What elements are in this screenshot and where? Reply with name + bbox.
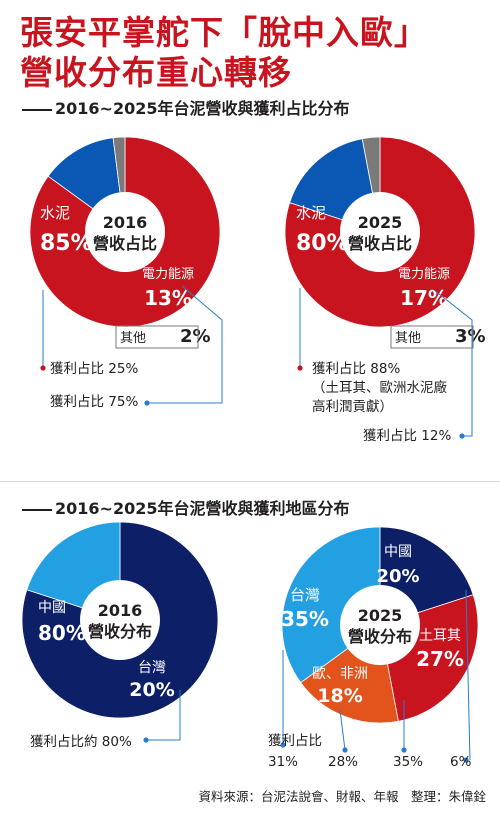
profit-annotation: 28% (328, 754, 358, 770)
leader-line (146, 690, 181, 741)
leader-dot (342, 747, 348, 753)
profit-annotation: 高利潤貢獻） (312, 398, 393, 415)
slice-label: 其他 (395, 331, 421, 346)
donut-hole (340, 192, 420, 272)
other-label-box (115, 325, 199, 349)
center-title-text: 營收分布 (88, 622, 152, 641)
slice-value: 2% (180, 326, 211, 347)
pie-slice (281, 526, 381, 684)
donut-hole (85, 192, 165, 272)
leader-line (433, 289, 473, 437)
section-2-title: 2016~2025年台泥營收與獲利地區分布 (22, 495, 349, 519)
slice-value: 80% (296, 231, 349, 256)
slice-value: 13% (144, 286, 192, 310)
profit-annotation: 獲利占比 (268, 733, 322, 749)
other-label-box (390, 325, 474, 349)
slice-label: 中國 (384, 544, 412, 560)
slice-value: 17% (400, 286, 448, 310)
section-2-title-text: 2016~2025年台泥營收與獲利地區分布 (55, 499, 350, 518)
profit-annotation: 獲利占比 75% (50, 394, 138, 410)
leader-dot (463, 757, 469, 763)
leader-dot (459, 433, 465, 439)
section-divider (0, 481, 500, 482)
leader-dot (40, 365, 46, 371)
slice-value: 18% (317, 685, 362, 707)
center-title-year: 2016 (98, 601, 143, 620)
slice-label: 電力能源 (398, 267, 450, 282)
center-title-year: 2025 (358, 606, 403, 625)
slice-value: 3% (455, 326, 486, 347)
leader-dot (144, 400, 150, 406)
slice-value: 85% (40, 231, 93, 256)
profit-annotation: 獲利占比 25% (50, 361, 138, 377)
leader-dot (401, 747, 407, 753)
profit-annotation: 獲利占比 88% (312, 361, 400, 377)
donut-hole (80, 580, 160, 660)
slice-label: 其他 (120, 331, 146, 346)
slice-label: 土耳其 (419, 628, 461, 644)
leader-line (465, 589, 471, 761)
leader-line (339, 709, 346, 751)
slice-label: 台灣 (290, 586, 320, 604)
leader-dot (143, 737, 149, 743)
profit-annotation: （土耳其、歐洲水泥廠 (312, 379, 447, 396)
slice-value: 80% (38, 621, 86, 645)
section-1-title: 2016~2025年台泥營收與獲利占比分布 (22, 95, 349, 119)
profit-annotation: 6% (450, 754, 472, 770)
leader-dot (297, 365, 303, 371)
center-title-year: 2025 (358, 213, 403, 232)
slice-label: 水泥 (40, 204, 70, 222)
leader-dot (280, 742, 286, 748)
center-title-year: 2016 (103, 213, 148, 232)
profit-annotation: 35% (393, 754, 423, 770)
center-title-text: 營收占比 (93, 234, 157, 253)
slice-value: 20% (376, 566, 419, 587)
slice-value: 35% (281, 607, 329, 631)
slice-label: 台灣 (138, 660, 166, 676)
profit-annotation: 獲利占比約 80% (30, 734, 132, 750)
headline-line-2: 營收分布重心轉移 (20, 53, 292, 92)
center-title-text: 營收分布 (348, 627, 412, 646)
slice-label: 電力能源 (142, 267, 194, 282)
headline-line-1: 張安平掌舵下「脫中入歐」 (20, 13, 428, 52)
title-dash (22, 508, 52, 511)
slice-label: 中國 (38, 600, 66, 616)
section-1-title-text: 2016~2025年台泥營收與獲利占比分布 (55, 99, 350, 118)
slice-value: 20% (129, 679, 174, 701)
leader-line (147, 285, 223, 404)
profit-annotation: 31% (268, 754, 298, 770)
slice-label: 水泥 (296, 204, 326, 222)
title-dash (22, 108, 52, 111)
profit-annotation: 獲利占比 12% (363, 428, 451, 444)
donut-hole (340, 585, 420, 665)
pie-slice (21, 521, 219, 719)
source-note: 資料來源：台泥法說會、財報、年報 整理：朱偉銓 (198, 789, 486, 804)
slice-label: 歐、非洲 (312, 666, 368, 682)
slice-value: 27% (416, 647, 464, 671)
center-title-text: 營收占比 (348, 234, 412, 253)
